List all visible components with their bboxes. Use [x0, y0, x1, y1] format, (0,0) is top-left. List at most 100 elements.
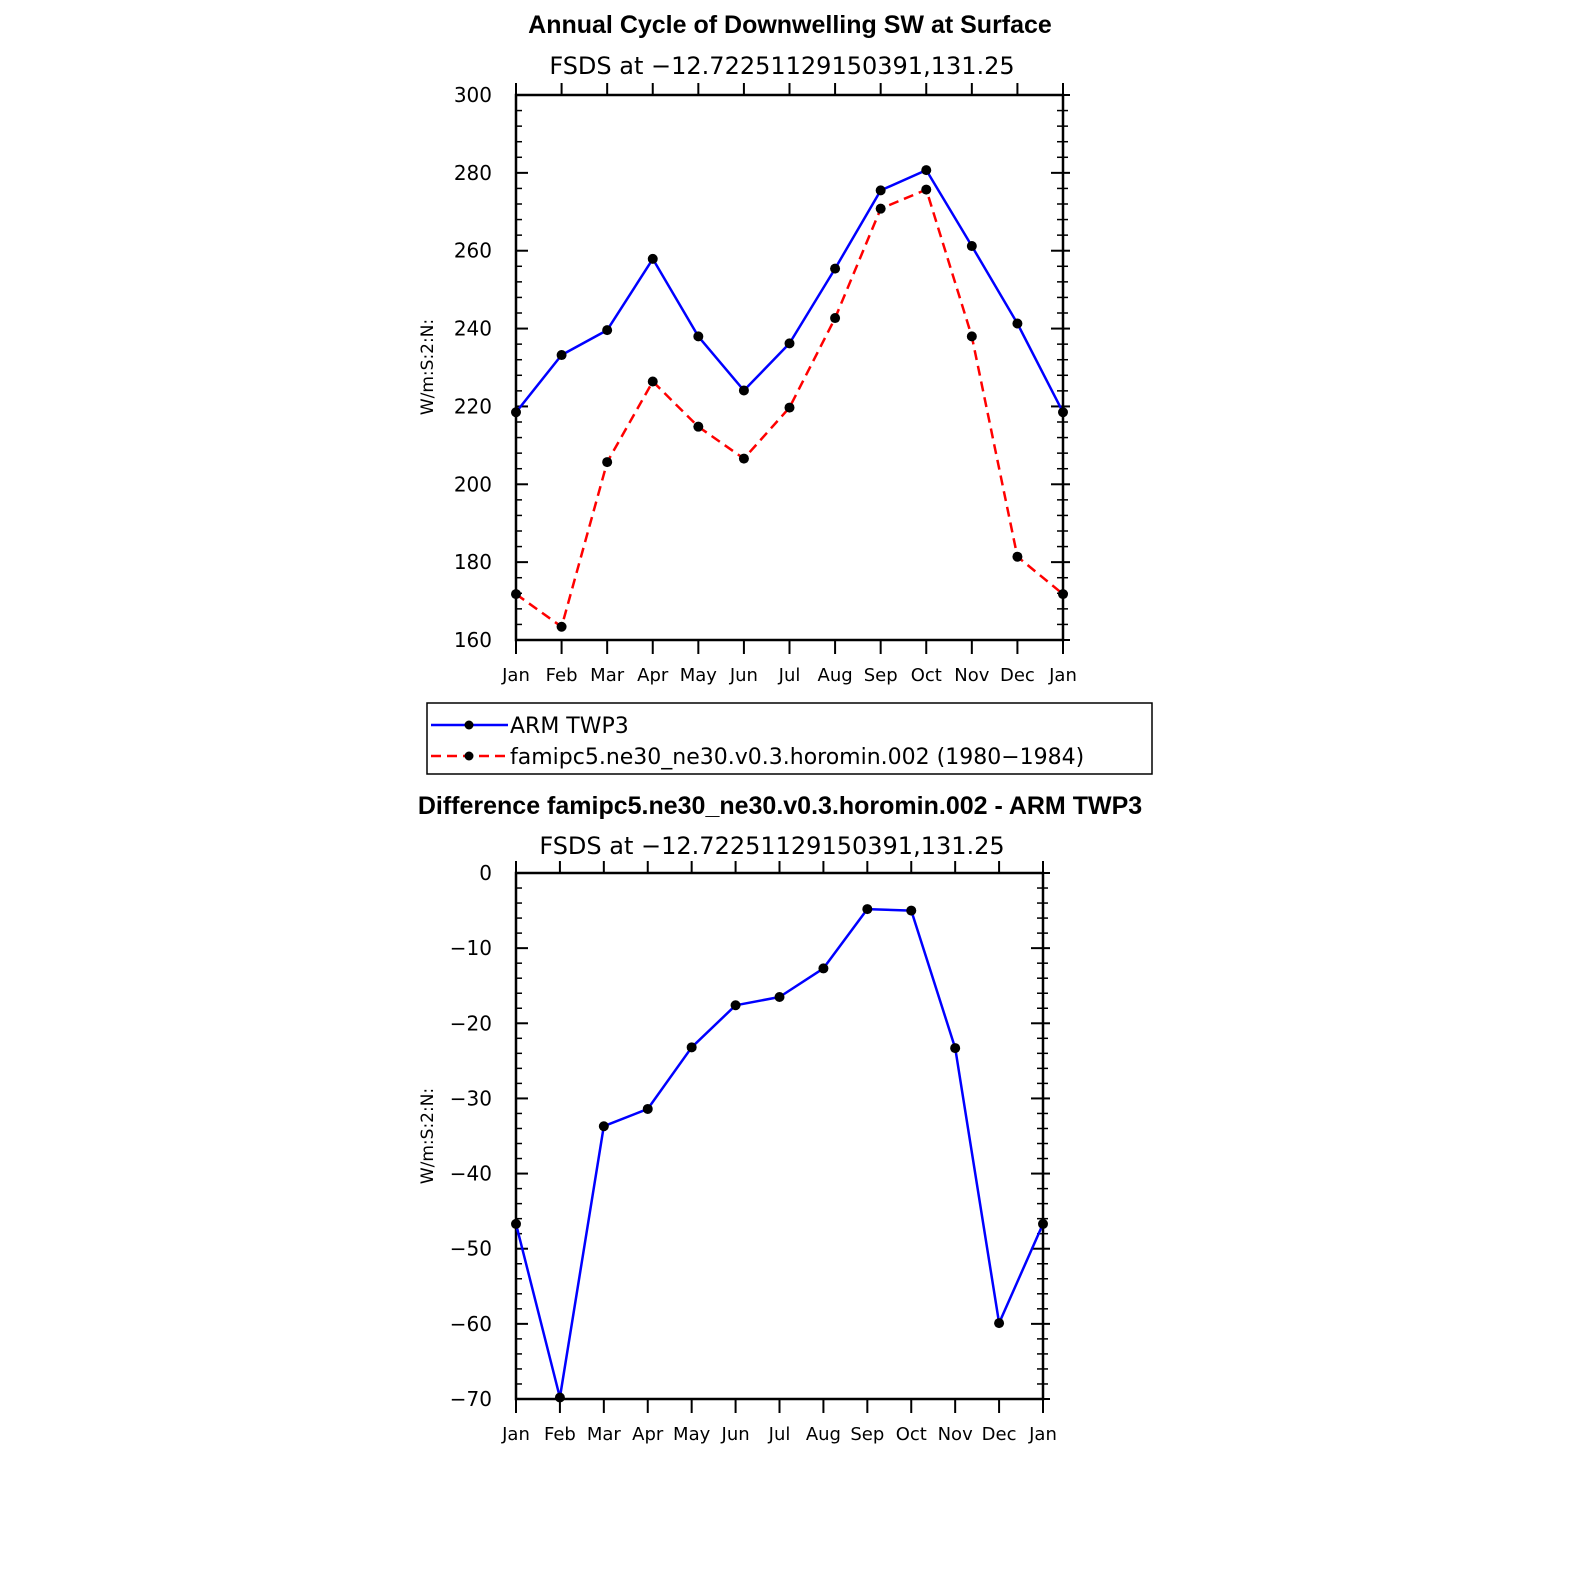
data-point [950, 1043, 961, 1054]
y-axis-label: W/m:S:2:N: [418, 1088, 438, 1184]
data-point [686, 1042, 697, 1053]
chart-subtitle: FSDS at −12.72251129150391,131.25 [549, 52, 1014, 80]
legend: ARM TWP3 famipc5.ne30_ne30.v0.3.horomin.… [426, 702, 1153, 775]
data-point [1012, 551, 1023, 562]
series-layer [511, 904, 1048, 1403]
data-point [554, 1392, 565, 1403]
x-tick-label: Jun [729, 665, 758, 686]
x-tick-label: Jul [778, 665, 801, 686]
data-point [966, 241, 977, 252]
y-tick-labels: −70 −60 −50 −40 −30 −20 −10 0 [450, 861, 492, 1411]
x-tick-label: May [673, 1424, 711, 1445]
x-tick-label: Nov [954, 665, 989, 686]
y-tick-label: 300 [454, 83, 492, 107]
data-point [1012, 318, 1023, 329]
x-tick-label: Jan [501, 1424, 530, 1445]
x-tick-label: Aug [818, 665, 853, 686]
x-tick-label: Mar [590, 665, 625, 686]
data-point [556, 350, 567, 361]
x-tick-label: Jan [501, 665, 530, 686]
data-point [818, 963, 829, 974]
x-tick-label: Jan [1048, 665, 1077, 686]
data-point [774, 991, 785, 1002]
series-line [515, 168, 1065, 414]
data-point [730, 1000, 741, 1011]
y-tick-label: 180 [454, 550, 492, 574]
series-line [514, 907, 1045, 1399]
legend-label-arm: ARM TWP3 [510, 714, 629, 739]
data-point [1058, 589, 1068, 600]
data-point [1038, 1218, 1048, 1229]
y-tick-label: −40 [450, 1162, 492, 1186]
x-tick-label: Mar [587, 1424, 622, 1445]
legend-box [426, 702, 1153, 775]
x-tick-label: Apr [632, 1424, 664, 1445]
axis-ticks [515, 83, 1070, 654]
data-point [511, 1218, 521, 1229]
x-tick-label: Jan [1028, 1424, 1057, 1445]
y-tick-label: 160 [454, 628, 492, 652]
data-point [921, 184, 932, 195]
data-point [693, 331, 704, 342]
chart-title: Difference famipc5.ne30_ne30.v0.3.horomi… [418, 792, 1142, 820]
y-tick-label: 200 [454, 472, 492, 496]
data-point [784, 338, 795, 349]
data-point [875, 185, 886, 196]
x-tick-label: Sep [864, 665, 898, 686]
x-tick-label: Dec [982, 1424, 1017, 1445]
x-tick-label: Sep [850, 1424, 884, 1445]
data-point [556, 621, 567, 632]
x-tick-label: Apr [637, 665, 669, 686]
x-tick-labels: Jan Feb Mar Apr May Jun Jul Aug Sep Oct Nov Dec Jan [501, 665, 1077, 686]
y-tick-label: 260 [454, 239, 492, 263]
legend-marker-arm [464, 720, 474, 730]
y-axis-label: W/m:S:2:N: [418, 319, 438, 415]
x-tick-label: Jun [721, 1424, 750, 1445]
legend-marker-model [464, 751, 474, 761]
data-point [647, 253, 658, 264]
x-tick-label: Feb [546, 665, 578, 686]
chart-title: Annual Cycle of Downwelling SW at Surfac… [528, 11, 1052, 39]
y-tick-label: −70 [450, 1387, 492, 1411]
x-tick-label: Aug [806, 1424, 841, 1445]
data-point [784, 402, 795, 413]
difference-chart: Difference famipc5.ne30_ne30.v0.3.horomi… [418, 792, 1142, 1445]
x-tick-label: Oct [896, 1424, 927, 1445]
series-layer [511, 165, 1068, 632]
data-point [830, 263, 841, 274]
data-point [906, 905, 917, 916]
y-tick-label: 240 [454, 317, 492, 341]
x-tick-label: Jul [768, 1424, 791, 1445]
x-tick-label: May [680, 665, 718, 686]
legend-label-model: famipc5.ne30_ne30.v0.3.horomin.002 (1980… [510, 745, 1084, 770]
plot-frame [514, 93, 1065, 642]
data-point [862, 904, 873, 915]
y-tick-label: 0 [479, 861, 492, 885]
data-point [1058, 407, 1068, 418]
data-point [738, 453, 749, 464]
data-point [921, 165, 932, 176]
y-tick-label: −10 [450, 936, 492, 960]
x-tick-label: Oct [911, 665, 942, 686]
data-point [642, 1103, 653, 1114]
annual-cycle-chart: Annual Cycle of Downwelling SW at Surfac… [418, 11, 1077, 686]
x-tick-label: Feb [544, 1424, 576, 1445]
plot-frame [514, 871, 1045, 1401]
data-point [875, 203, 886, 214]
x-tick-label: Nov [938, 1424, 973, 1445]
x-tick-label: Dec [1000, 665, 1035, 686]
data-point [511, 589, 521, 600]
x-tick-labels: Jan Feb Mar Apr May Jun Jul Aug Sep Oct Nov Dec Jan [501, 1424, 1057, 1445]
data-point [994, 1318, 1005, 1329]
data-point [647, 376, 658, 387]
data-point [602, 325, 613, 336]
y-tick-label: −30 [450, 1086, 492, 1110]
data-point [830, 313, 841, 324]
axis-ticks [515, 861, 1050, 1413]
data-point [738, 385, 749, 396]
y-tick-label: −50 [450, 1237, 492, 1261]
data-point [598, 1121, 609, 1132]
y-tick-labels: 160 180 200 220 240 260 280 300 [454, 83, 492, 652]
data-point [602, 457, 613, 468]
